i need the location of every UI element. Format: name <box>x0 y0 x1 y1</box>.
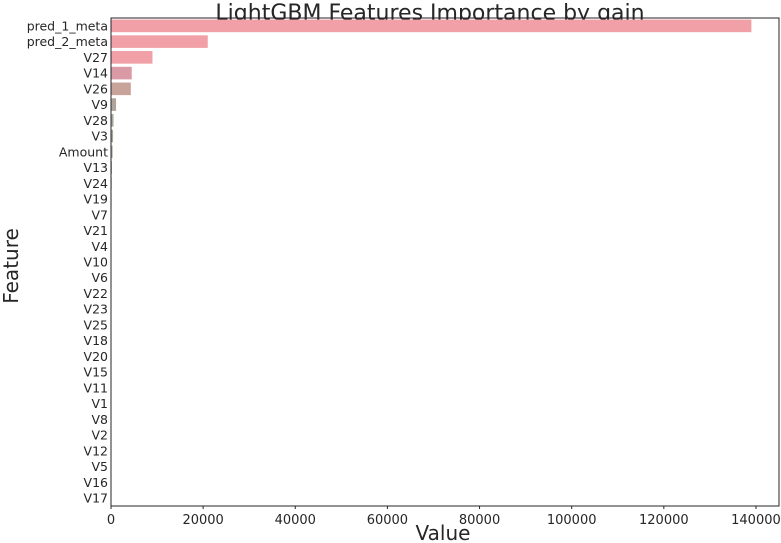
y-tick-label: V21 <box>84 223 108 238</box>
y-tick-label: V5 <box>91 459 108 474</box>
bar-v3 <box>111 129 114 143</box>
y-tick-label: V8 <box>91 412 108 427</box>
x-tick-label: 20000 <box>182 513 223 528</box>
y-tick-label: V22 <box>84 286 108 301</box>
bar-v26 <box>111 82 131 96</box>
y-tick-label: V24 <box>84 176 109 191</box>
y-tick-label: V19 <box>84 192 109 207</box>
y-tick-label: V3 <box>91 129 108 144</box>
y-tick-label: V20 <box>84 349 109 364</box>
x-tick-label: 80000 <box>459 513 500 528</box>
y-axis-label: Feature <box>0 228 23 304</box>
y-tick-label: Amount <box>59 144 108 159</box>
y-tick-label: V12 <box>84 443 108 458</box>
y-tick-label: V9 <box>91 97 108 112</box>
x-axis-label: Value <box>416 521 471 543</box>
y-tick-label: V25 <box>84 317 108 332</box>
bar-v27 <box>111 51 153 64</box>
y-tick-label: V6 <box>91 270 108 285</box>
plot-frame <box>110 17 780 507</box>
y-tick-label: V27 <box>84 50 108 65</box>
x-tick-labels: 0 20000 40000 60000 80000 100000 120000 140000 <box>107 506 781 528</box>
bar-v14 <box>111 66 132 80</box>
y-tick-label: V23 <box>84 302 108 317</box>
x-tick-label: 140000 <box>731 513 781 528</box>
bar-v9 <box>111 98 117 111</box>
y-tick-label: V2 <box>91 428 108 443</box>
y-tick-label: V15 <box>84 365 108 380</box>
y-tick-label: V1 <box>91 396 108 411</box>
y-tick-label: V10 <box>84 255 109 270</box>
y-tick-label: V26 <box>84 81 109 96</box>
x-tick-label: 40000 <box>275 513 316 528</box>
x-tick-label: 120000 <box>639 513 689 528</box>
x-tick-label: 100000 <box>547 513 597 528</box>
y-tick-labels: pred_1_metapred_2_metaV27V14V26V9V28V3Am… <box>27 18 108 505</box>
y-tick-label: V13 <box>84 160 108 175</box>
bar-pred-2-meta <box>111 35 208 48</box>
y-tick-label: V7 <box>91 207 108 222</box>
bars-group <box>111 19 752 505</box>
bar-amount <box>111 145 113 159</box>
y-tick-label: pred_1_meta <box>27 18 108 33</box>
y-tick-label: pred_2_meta <box>27 34 108 49</box>
y-tick-label: V4 <box>91 239 108 254</box>
y-tick-label: V11 <box>84 380 108 395</box>
y-tick-label: V28 <box>84 113 109 128</box>
y-tick-label: V17 <box>84 491 108 506</box>
bar-v28 <box>111 114 114 127</box>
y-tick-label: V16 <box>84 475 109 490</box>
y-tick-label: V18 <box>84 333 109 348</box>
y-tick-label: V14 <box>84 66 109 81</box>
x-tick-label: 60000 <box>367 513 408 528</box>
x-tick-label: 0 <box>107 513 115 528</box>
bar-pred-1-meta <box>111 19 752 33</box>
